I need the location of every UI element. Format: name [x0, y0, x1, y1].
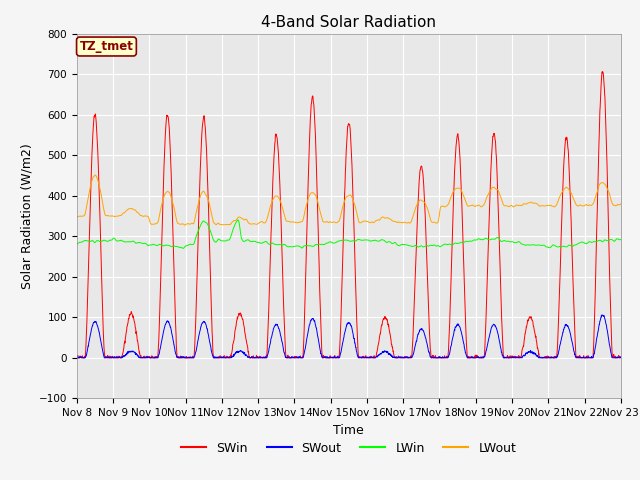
Text: TZ_tmet: TZ_tmet — [79, 40, 133, 53]
SWin — [598, 69, 606, 75]
SWin — [617, 354, 625, 360]
SWout — [376, 351, 384, 357]
Line: LWout: LWout — [77, 175, 621, 225]
Line: SWout: SWout — [77, 315, 621, 358]
SWin — [569, 276, 577, 282]
SWout — [569, 343, 577, 349]
Legend: SWin, SWout, LWin, LWout: SWin, SWout, LWin, LWout — [176, 437, 522, 460]
SWin — [365, 355, 372, 361]
LWin — [73, 241, 81, 247]
LWout — [225, 222, 233, 228]
SWout — [73, 354, 81, 360]
SWin — [287, 355, 294, 361]
SWout — [584, 355, 592, 360]
LWout — [570, 195, 577, 201]
LWin — [617, 237, 625, 242]
LWout — [377, 216, 385, 221]
SWout — [598, 312, 605, 318]
SWin — [73, 355, 81, 361]
LWout — [508, 203, 515, 208]
LWin — [570, 243, 577, 249]
SWout — [365, 354, 372, 360]
LWin — [225, 237, 232, 243]
SWin — [507, 353, 515, 359]
SWin — [584, 353, 592, 359]
Title: 4-Band Solar Radiation: 4-Band Solar Radiation — [261, 15, 436, 30]
LWout — [584, 203, 592, 208]
SWin — [376, 331, 384, 336]
Line: LWin: LWin — [77, 220, 621, 248]
LWin — [365, 238, 372, 243]
LWout — [617, 201, 625, 207]
Y-axis label: Solar Radiation (W/m2): Solar Radiation (W/m2) — [20, 143, 33, 289]
LWin — [584, 240, 592, 245]
SWout — [507, 355, 515, 360]
SWin — [225, 354, 232, 360]
LWin — [179, 245, 187, 251]
LWout — [92, 172, 99, 178]
SWout — [225, 355, 232, 360]
LWin — [234, 217, 242, 223]
LWin — [508, 239, 515, 245]
LWout — [365, 219, 372, 225]
X-axis label: Time: Time — [333, 424, 364, 437]
SWout — [182, 355, 189, 361]
SWout — [617, 354, 625, 360]
LWout — [73, 214, 81, 220]
LWout — [181, 222, 189, 228]
LWin — [377, 237, 385, 243]
Line: SWin: SWin — [77, 72, 621, 358]
